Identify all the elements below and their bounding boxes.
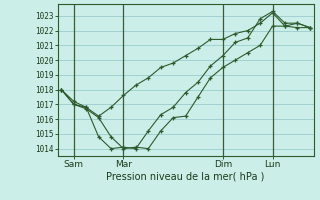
- X-axis label: Pression niveau de la mer( hPa ): Pression niveau de la mer( hPa ): [107, 172, 265, 182]
